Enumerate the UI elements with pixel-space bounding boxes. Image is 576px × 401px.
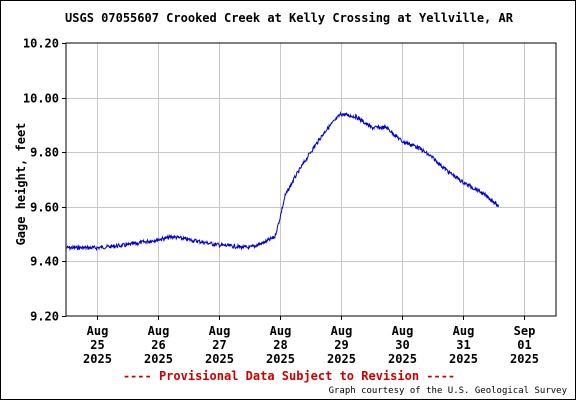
y-axis-ticks: 9.20 9.40 9.60 9.80 10.00 10.20 (23, 37, 66, 324)
x-tick-label: 01 (517, 338, 531, 352)
x-tick-label: Aug (270, 324, 292, 338)
x-tick-label: Aug (87, 324, 109, 338)
x-axis-ticks: Aug252025Aug262025Aug272025Aug282025Aug2… (83, 316, 539, 366)
x-tick-label: 29 (334, 338, 348, 352)
y-axis-label: Gage height, feet (14, 122, 28, 246)
y-tick-label: 10.20 (23, 37, 59, 51)
chart-title: USGS 07055607 Crooked Creek at Kelly Cro… (65, 11, 513, 25)
x-tick-label: Sep (514, 324, 536, 338)
y-tick-label: 9.20 (30, 310, 59, 324)
series-line (66, 110, 500, 252)
x-tick-label: 30 (395, 338, 409, 352)
x-tick-label: Aug (392, 324, 414, 338)
plot-area-border (65, 42, 557, 317)
x-tick-label: 26 (151, 338, 165, 352)
x-tick-label: 31 (456, 338, 470, 352)
y-tick-label: 9.80 (30, 146, 59, 160)
y-tick-label: 9.40 (30, 255, 59, 269)
x-tick-label: 2025 (266, 352, 295, 366)
x-tick-label: 27 (212, 338, 226, 352)
x-tick-label: 2025 (327, 352, 356, 366)
x-tick-label: 28 (273, 338, 287, 352)
x-tick-label: Aug (453, 324, 475, 338)
courtesy-note: Graph courtesy of the U.S. Geological Su… (328, 386, 567, 396)
y-tick-label: 9.60 (30, 201, 59, 215)
x-tick-label: Aug (209, 324, 231, 338)
x-tick-label: 2025 (388, 352, 417, 366)
x-tick-label: 2025 (205, 352, 234, 366)
y-tick-label: 10.00 (23, 92, 59, 106)
x-tick-label: 2025 (83, 352, 112, 366)
x-tick-label: Aug (148, 324, 170, 338)
x-tick-label: Aug (331, 324, 353, 338)
grid-lines (66, 43, 556, 316)
provisional-notice: ---- Provisional Data Subject to Revisio… (122, 369, 456, 383)
x-tick-label: 2025 (510, 352, 539, 366)
x-tick-label: 2025 (144, 352, 173, 366)
x-tick-label: 25 (90, 338, 104, 352)
x-tick-label: 2025 (449, 352, 478, 366)
